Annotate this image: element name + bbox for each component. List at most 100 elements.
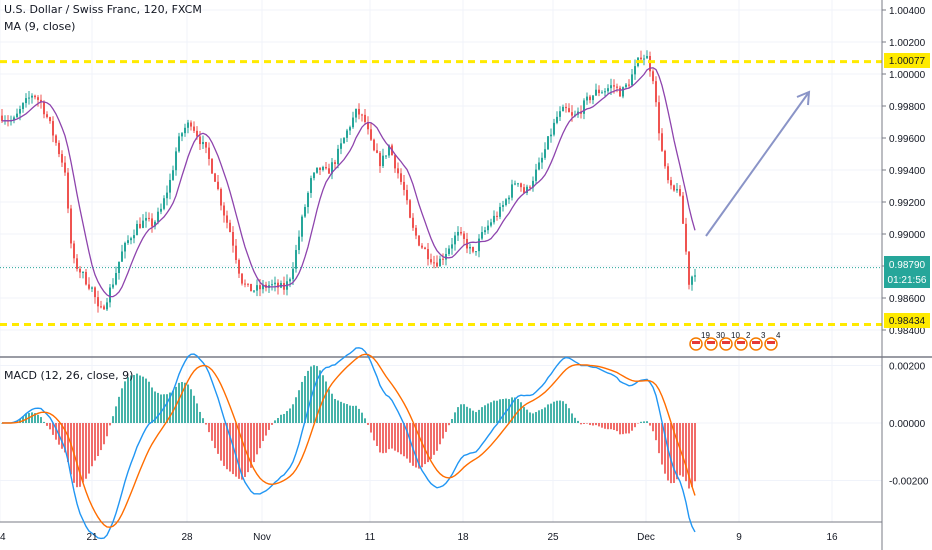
candle-body [547,136,549,150]
candle-body [688,251,690,285]
histogram-bar [208,423,210,433]
histogram-bar [298,390,300,423]
event-flag-stripe [752,341,760,344]
histogram-bar [79,423,81,487]
candle-body [604,91,606,93]
histogram-bar [121,388,123,423]
candle-body [124,242,126,252]
candle-body [49,117,51,122]
histogram-bar [55,423,57,440]
time-tick-label: Nov [253,532,271,543]
candle-body [208,147,210,160]
arrow-shaft [705,91,810,237]
histogram-bar [190,389,192,423]
candle-body [262,284,264,290]
candle-body [505,199,507,206]
economic-events[interactable]: 19 30 10 2 3 4 [689,331,781,351]
candle-body [418,235,420,246]
histogram-bar [283,413,285,423]
histogram-bar [328,389,330,423]
candle-body [523,187,525,193]
histogram-bar [496,400,498,423]
event-flag-stripe [737,341,745,344]
histogram-bar [466,406,468,423]
macd-legend[interactable]: MACD (12, 26, close, 9) [4,369,134,382]
histogram-bar [316,366,318,423]
histogram-bar [523,407,525,423]
histogram-bar [241,423,243,480]
histogram-bar [526,409,528,423]
event-count: 2 [746,331,751,340]
histogram-bar [154,391,156,423]
histogram-bar [223,423,225,466]
candle-body [166,192,168,199]
candle-body [148,217,150,219]
chart-title: U.S. Dollar / Swiss Franc, 120, FXCM [4,3,202,16]
histogram-bar [454,412,456,423]
time-tick-label: 9 [736,532,742,543]
histogram-bar [319,370,321,423]
candle-body [70,208,72,244]
candle-body [325,166,327,169]
candle-body [304,207,306,217]
histogram-bar [385,423,387,453]
candle-body [322,166,324,170]
macd-tick-label: 0.00000 [889,419,926,430]
candle-body [88,284,90,289]
candle-body [139,223,141,228]
price-tick-label: 0.99400 [889,166,926,177]
candle-body [103,306,105,310]
histogram-bar [334,398,336,423]
price-tick-label: 0.99000 [889,230,926,241]
candle-body [664,150,666,167]
candle-body [469,246,471,249]
ma-legend[interactable]: MA (9, close) [4,20,76,33]
macd-axis[interactable]: 0.00200 0.00000 -0.00200 [889,362,929,488]
candle-body [610,85,612,89]
histogram-bar [433,423,435,455]
ma-line [1,67,696,298]
candle-body [457,231,459,236]
candle-body [181,133,183,137]
candle-body [646,56,648,59]
histogram-bar [250,423,252,468]
histogram-bar [400,423,402,455]
candle-body [193,126,195,131]
histogram-bar [481,407,483,423]
histogram-bar [553,401,555,423]
price-tick-label: 1.00000 [889,70,926,81]
histogram-bar [649,423,651,426]
histogram-bar [211,423,213,441]
histogram-bar [85,423,87,479]
histogram-bar [661,423,663,465]
histogram-bar [235,423,237,477]
candle-body [511,184,513,198]
histogram-bar [604,423,606,429]
time-axis[interactable]: 14 21 28 Nov 11 18 25 Dec 9 16 [0,532,838,543]
histogram-bar [541,409,543,423]
candle-body [421,245,423,248]
candle-body [382,155,384,167]
candle-body [349,127,351,131]
candle-body [277,282,279,288]
projection-arrow[interactable] [705,90,811,237]
histogram-bar [460,404,462,423]
candle-body [679,189,681,196]
histogram-bar [139,375,141,423]
candle-body [544,149,546,158]
signal-line [2,353,696,528]
candle-body [232,231,234,246]
candle-body [490,222,492,226]
histogram-bar [556,400,558,423]
histogram-bar [331,393,333,423]
histogram-bar [124,381,126,423]
macd-histogram [1,365,696,489]
candle-body [196,130,198,137]
candle-body [352,117,354,128]
candle-body [223,205,225,216]
price-axis[interactable]: 1.00400 1.00200 1.00000 0.99800 0.99600 0.994… [882,6,926,337]
candle-body [289,279,291,282]
candle-body [484,230,486,233]
histogram-bar [337,400,339,423]
candle-body [538,162,540,170]
